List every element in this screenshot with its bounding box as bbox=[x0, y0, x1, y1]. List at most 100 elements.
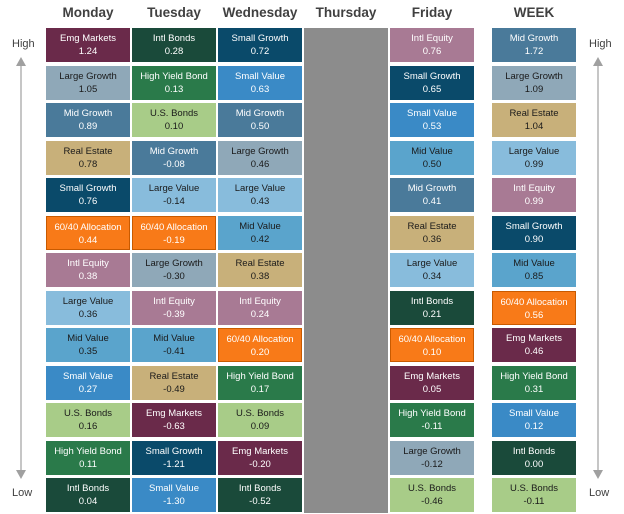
asset-tile: High Yield Bond -0.11 bbox=[390, 403, 474, 437]
asset-return-value: 0.99 bbox=[524, 196, 544, 207]
asset-return-value: 0.05 bbox=[422, 384, 442, 395]
asset-return-value: 0.04 bbox=[78, 496, 98, 507]
asset-tile: Small Growth 0.72 bbox=[218, 28, 302, 62]
asset-return-value: 0.11 bbox=[79, 459, 97, 470]
asset-return-value: 0.41 bbox=[422, 196, 442, 207]
asset-return-value: 0.20 bbox=[250, 347, 270, 358]
asset-return-value: 0.00 bbox=[524, 459, 544, 470]
asset-name: Intl Bonds bbox=[512, 446, 556, 457]
asset-name: Emg Markets bbox=[60, 33, 116, 44]
asset-name: Real Estate bbox=[407, 221, 457, 232]
asset-tile: Large Value 0.43 bbox=[218, 178, 302, 212]
asset-name: Small Growth bbox=[59, 183, 117, 194]
asset-name: Small Value bbox=[235, 71, 285, 82]
asset-return-value: 0.34 bbox=[422, 271, 442, 282]
asset-name: Emg Markets bbox=[232, 446, 288, 457]
asset-name: Mid Growth bbox=[509, 33, 559, 44]
asset-return-value: 0.16 bbox=[78, 421, 98, 432]
asset-tile: Intl Bonds -0.52 bbox=[218, 478, 302, 512]
asset-tile: Mid Value 0.85 bbox=[492, 253, 576, 287]
asset-name: Large Growth bbox=[231, 146, 289, 157]
asset-return-value: -0.11 bbox=[421, 421, 443, 432]
asset-return-value: -1.21 bbox=[163, 459, 185, 470]
asset-return-value: 0.31 bbox=[524, 384, 544, 395]
asset-name: U.S. Bonds bbox=[149, 108, 199, 119]
asset-return-value: -1.30 bbox=[163, 496, 185, 507]
asset-return-value: -0.20 bbox=[249, 459, 271, 470]
asset-tile: Emg Markets 0.46 bbox=[492, 328, 576, 362]
asset-tile: Emg Markets -0.20 bbox=[218, 441, 302, 475]
asset-name: U.S. Bonds bbox=[509, 483, 559, 494]
asset-tile: Mid Growth 0.41 bbox=[390, 178, 474, 212]
asset-tile: 60/40 Allocation -0.19 bbox=[132, 216, 216, 250]
asset-return-value: 0.36 bbox=[422, 234, 442, 245]
asset-tile: 60/40 Allocation 0.44 bbox=[46, 216, 130, 250]
column-header-4: Friday bbox=[411, 5, 453, 20]
asset-tile: Large Growth 0.46 bbox=[218, 141, 302, 175]
asset-name: Large Growth bbox=[59, 71, 117, 82]
asset-return-value: -0.19 bbox=[163, 235, 185, 246]
asset-tile: Intl Bonds 0.00 bbox=[492, 441, 576, 475]
asset-tile: Intl Equity 0.99 bbox=[492, 178, 576, 212]
asset-return-value: 0.17 bbox=[250, 384, 270, 395]
high-label-right: High bbox=[589, 38, 612, 50]
asset-return-value: 0.46 bbox=[250, 159, 270, 170]
asset-return-value: 1.24 bbox=[78, 46, 98, 57]
asset-return-value: 0.38 bbox=[78, 271, 98, 282]
asset-name: Emg Markets bbox=[146, 408, 202, 419]
asset-tile: U.S. Bonds 0.10 bbox=[132, 103, 216, 137]
asset-name: Large Growth bbox=[403, 446, 461, 457]
asset-name: Small Growth bbox=[145, 446, 203, 457]
asset-name: U.S. Bonds bbox=[235, 408, 285, 419]
asset-return-value: 0.24 bbox=[250, 309, 270, 320]
column-header-1: Tuesday bbox=[147, 5, 201, 20]
asset-name: Intl Equity bbox=[67, 258, 109, 269]
asset-return-value: -0.14 bbox=[163, 196, 185, 207]
asset-name: U.S. Bonds bbox=[63, 408, 113, 419]
asset-name: Intl Bonds bbox=[66, 483, 110, 494]
asset-return-value: 0.78 bbox=[78, 159, 98, 170]
asset-name: 60/40 Allocation bbox=[140, 222, 208, 233]
asset-tile: Small Value 0.27 bbox=[46, 366, 130, 400]
asset-name: Real Estate bbox=[63, 146, 113, 157]
asset-name: Small Value bbox=[509, 408, 559, 419]
asset-name: Intl Bonds bbox=[238, 483, 282, 494]
asset-tile: Small Value 0.12 bbox=[492, 403, 576, 437]
asset-tile: Small Growth -1.21 bbox=[132, 441, 216, 475]
asset-name: High Yield Bond bbox=[398, 408, 466, 419]
asset-return-value: -0.41 bbox=[163, 346, 185, 357]
asset-tile: Large Growth -0.12 bbox=[390, 441, 474, 475]
asset-name: Small Value bbox=[407, 108, 457, 119]
asset-tile: U.S. Bonds 0.09 bbox=[218, 403, 302, 437]
asset-return-value: 0.76 bbox=[422, 46, 442, 57]
asset-tile: High Yield Bond 0.31 bbox=[492, 366, 576, 400]
asset-name: U.S. Bonds bbox=[407, 483, 457, 494]
asset-name: Large Growth bbox=[145, 258, 203, 269]
asset-return-value: 0.90 bbox=[524, 234, 544, 245]
asset-tile: Intl Equity -0.39 bbox=[132, 291, 216, 325]
asset-tile: Large Value 0.34 bbox=[390, 253, 474, 287]
asset-return-value: 1.72 bbox=[524, 46, 544, 57]
asset-name: Mid Value bbox=[239, 221, 281, 232]
asset-return-value: -0.63 bbox=[163, 421, 185, 432]
asset-return-value: 0.76 bbox=[78, 196, 98, 207]
asset-name: Intl Equity bbox=[153, 296, 195, 307]
asset-name: Mid Growth bbox=[235, 108, 285, 119]
asset-tile: Small Growth 0.65 bbox=[390, 66, 474, 100]
asset-tile: High Yield Bond 0.13 bbox=[132, 66, 216, 100]
low-label-right: Low bbox=[589, 487, 610, 499]
asset-return-value: -0.52 bbox=[249, 496, 271, 507]
asset-name: Small Value bbox=[149, 483, 199, 494]
asset-name: Real Estate bbox=[509, 108, 559, 119]
asset-name: 60/40 Allocation bbox=[54, 222, 122, 233]
asset-return-value: 0.42 bbox=[250, 234, 270, 245]
asset-tile: Intl Bonds 0.04 bbox=[46, 478, 130, 512]
asset-name: Intl Bonds bbox=[410, 296, 454, 307]
asset-name: Large Value bbox=[148, 183, 200, 194]
asset-return-value: -0.12 bbox=[421, 459, 443, 470]
asset-tile: Intl Bonds 0.28 bbox=[132, 28, 216, 62]
asset-return-value: 0.72 bbox=[250, 46, 270, 57]
asset-tile: Small Value 0.53 bbox=[390, 103, 474, 137]
asset-tile: High Yield Bond 0.11 bbox=[46, 441, 130, 475]
asset-return-value: 0.43 bbox=[250, 196, 270, 207]
